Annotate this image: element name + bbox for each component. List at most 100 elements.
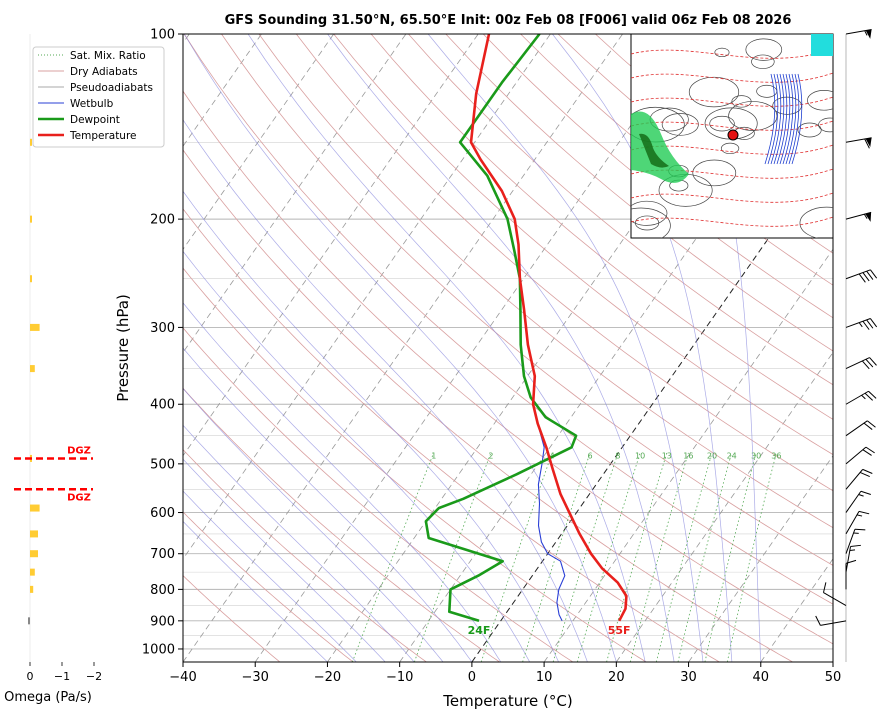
barb-half <box>864 30 868 36</box>
dgz-label: DGZ <box>67 492 91 503</box>
pseudoadiabat <box>183 250 531 662</box>
y-tick-label: 200 <box>150 213 175 228</box>
barb-full <box>866 270 874 280</box>
isotherm--30 <box>254 34 696 662</box>
dgz-label: DGZ <box>67 445 91 456</box>
map-location-marker <box>727 129 739 141</box>
map-isotherm <box>631 96 833 107</box>
mixing-ratio-line <box>726 452 777 662</box>
y-tick-label: 300 <box>150 321 175 336</box>
map-contour <box>720 142 740 155</box>
isotherm--20 <box>327 34 768 662</box>
barb-staff <box>845 529 856 554</box>
dry-adiabat <box>333 34 833 456</box>
map-contour <box>797 122 822 138</box>
profile-lines <box>424 34 628 623</box>
x-axis-label: Temperature (°C) <box>442 692 572 710</box>
wind-barb <box>845 544 861 573</box>
x-tick-label: 40 <box>753 670 770 685</box>
dry-adiabat <box>183 327 574 662</box>
mixing-ratio-label: 13 <box>662 451 672 460</box>
inset-map <box>630 33 834 239</box>
dry-adiabat <box>183 34 833 605</box>
map-precip-cyan <box>811 34 833 56</box>
barb-full <box>866 319 874 329</box>
pseudoadiabat <box>183 387 444 662</box>
barb-full <box>858 273 866 283</box>
wind-barbs <box>815 28 878 662</box>
barb-full <box>858 510 870 515</box>
barb-full <box>861 360 870 370</box>
dry-adiabat <box>183 511 354 662</box>
barb-half <box>858 494 864 497</box>
barb-full <box>862 272 870 282</box>
barb-half <box>863 213 868 219</box>
surface-labels: 24F 55F <box>468 624 631 637</box>
barb-full <box>869 357 877 366</box>
dry-adiabat <box>183 267 647 662</box>
dry-adiabat <box>183 575 281 662</box>
map-isotherm <box>631 72 833 83</box>
mixing-ratio-label: 20 <box>707 451 717 460</box>
dry-adiabat <box>445 34 833 352</box>
barb-full <box>865 446 875 454</box>
skewt-plot: 1 2 4 6 8 10 13 16 20 24 30 36 −40 −30 −20 −10 0 10 20 30 4… <box>142 28 841 686</box>
map-isotherm <box>631 192 833 203</box>
barb-half <box>858 322 863 328</box>
mixing-ratio-label: 8 <box>615 451 620 460</box>
surface-label-dewpoint: 24F <box>468 624 491 637</box>
mixing-ratio-line <box>704 452 757 662</box>
x-tick-label: 0 <box>468 670 476 685</box>
mixing-ratio-label: 1 <box>431 451 436 460</box>
map-isotherm <box>631 48 833 59</box>
barb-half <box>861 394 866 400</box>
barb-full <box>860 490 871 495</box>
barb-full <box>863 422 873 430</box>
map-isobar-blue <box>782 73 794 165</box>
legend-entry: Pseudoadiabats <box>70 82 153 94</box>
pseudoadiabat <box>183 424 415 662</box>
omega-bar <box>30 504 40 512</box>
omega-bar <box>30 585 34 593</box>
legend-box <box>32 46 165 148</box>
omega-bar <box>30 215 32 223</box>
map-contour <box>745 38 783 61</box>
dry-adiabat <box>482 34 833 319</box>
isotherm--50 <box>183 34 551 560</box>
dry-adiabat <box>258 34 833 529</box>
wind-barb <box>845 490 871 513</box>
pseudoadiabat <box>247 34 646 662</box>
wind-barb <box>822 582 847 606</box>
pseudoadiabat <box>183 347 473 662</box>
y-tick-label: 100 <box>150 28 175 43</box>
y-tick-label: 600 <box>150 506 175 521</box>
isotherm-10 <box>543 248 833 662</box>
map-isobar-blue <box>785 73 797 165</box>
barb-half <box>856 514 863 517</box>
wind-barb <box>845 269 878 283</box>
map-precip-green <box>631 111 689 183</box>
wind-barb <box>845 559 857 590</box>
map-contour <box>692 159 737 187</box>
map-isobar-blue <box>770 73 782 165</box>
barb-full <box>854 528 866 531</box>
barb-full <box>862 449 872 456</box>
map-contour <box>631 207 671 238</box>
wind-barb <box>845 318 878 330</box>
barb-pennant <box>865 137 872 148</box>
pseudoadiabat <box>183 458 386 662</box>
pseudoadiabat <box>183 119 588 662</box>
pseudoadiabat <box>183 34 617 662</box>
barb-full <box>850 544 861 548</box>
mixing-ratio-label: 2 <box>488 451 493 460</box>
chart-title: GFS Sounding 31.50°N, 65.50°E Init: 00z … <box>225 13 792 28</box>
barb-full <box>859 471 870 478</box>
barb-staff <box>845 490 862 513</box>
dry-adiabat <box>183 208 720 662</box>
pseudoadiabat <box>327 34 675 662</box>
dewpoint-line <box>424 34 578 623</box>
map-isobar-blue <box>791 73 803 165</box>
map-contour <box>709 115 735 132</box>
axes: −40 −30 −20 −10 0 10 20 30 40 50 1000 900 800 700 600 5… <box>142 28 841 686</box>
